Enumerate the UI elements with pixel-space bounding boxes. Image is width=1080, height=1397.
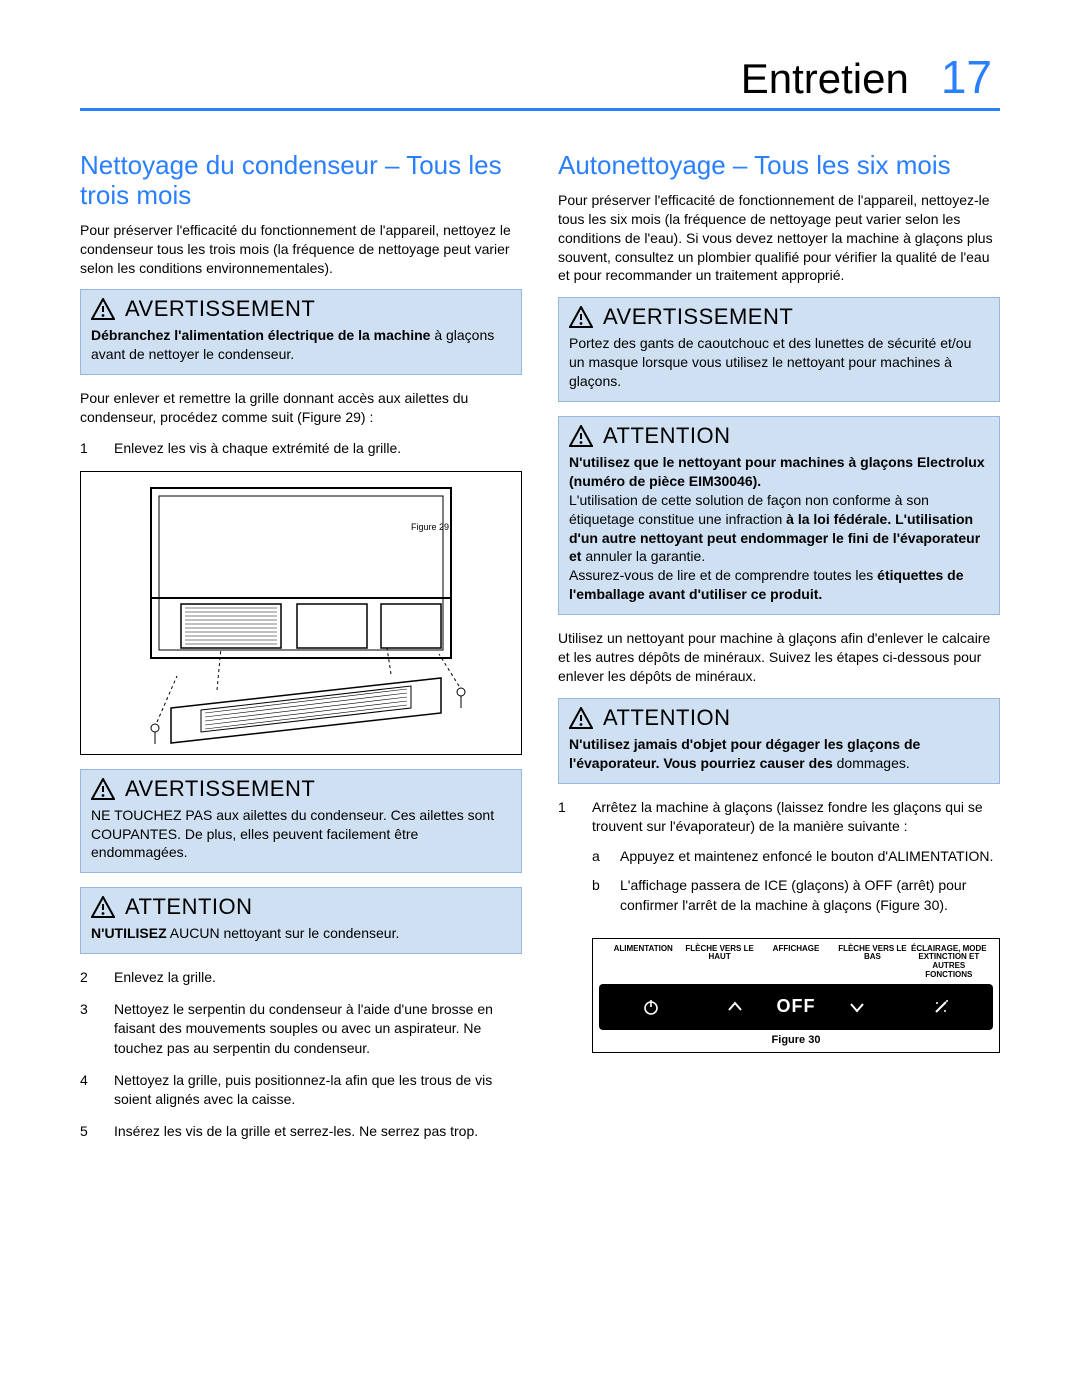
warning-icon xyxy=(569,306,593,328)
figure-29-diagram: Figure 29 xyxy=(111,478,491,748)
figure-29-caption-inline: Figure 29 xyxy=(411,522,449,532)
section-heading-condenser: Nettoyage du condenseur – Tous les trois… xyxy=(80,151,522,211)
right-column: Autonettoyage – Tous les six mois Pour p… xyxy=(558,151,1000,1153)
step-number: 1 xyxy=(558,798,574,926)
step-number: 5 xyxy=(80,1122,96,1142)
warning-icon xyxy=(569,707,593,729)
header-rule xyxy=(80,108,1000,111)
panel-label-row: ALIMENTATION FLÈCHE VERS LE HAUT AFFICHA… xyxy=(599,945,993,980)
panel-label: FLÈCHE VERS LE HAUT xyxy=(681,945,757,980)
control-panel: OFF xyxy=(599,984,993,1030)
warning-box: AVERTISSEMENT NE TOUCHEZ PAS aux ailette… xyxy=(80,769,522,874)
step-number: 2 xyxy=(80,968,96,988)
warning-title: AVERTISSEMENT xyxy=(125,296,315,322)
section-heading-selfclean: Autonettoyage – Tous les six mois xyxy=(558,151,1000,181)
substep-letter: a xyxy=(592,847,606,867)
panel-label: ALIMENTATION xyxy=(605,945,681,980)
warning-box: AVERTISSEMENT Débranchez l'alimentation … xyxy=(80,289,522,375)
figure-30-caption: Figure 30 xyxy=(599,1034,993,1046)
attention-title: ATTENTION xyxy=(603,705,731,731)
wand-icon xyxy=(931,997,951,1017)
display-value: OFF xyxy=(777,996,816,1017)
substep-letter: b xyxy=(592,876,606,915)
substep-text: L'affichage passera de ICE (glaçons) à O… xyxy=(620,876,1000,915)
warning-icon xyxy=(91,298,115,320)
page-header: Entretien 17 xyxy=(80,50,1000,104)
warning-title: AVERTISSEMENT xyxy=(603,304,793,330)
warning-text: Portez des gants de caoutchouc et des lu… xyxy=(559,334,999,401)
warning-title: AVERTISSEMENT xyxy=(125,776,315,802)
substep-text: Appuyez et maintenez enfoncé le bouton d… xyxy=(620,847,993,867)
paragraph: Utilisez un nettoyant pour machine à gla… xyxy=(558,629,1000,686)
attention-title: ATTENTION xyxy=(125,894,253,920)
page-number: 17 xyxy=(933,50,1000,104)
attention-title: ATTENTION xyxy=(603,423,731,449)
step-text: Insérez les vis de la grille et serrez-l… xyxy=(114,1122,522,1142)
step-number: 4 xyxy=(80,1071,96,1110)
warning-icon xyxy=(91,778,115,800)
attention-text: N'utilisez que le nettoyant pour machine… xyxy=(559,453,999,614)
step-list: 1 Enlevez les vis à chaque extrémité de l… xyxy=(80,439,522,459)
attention-box: ATTENTION N'utilisez jamais d'objet pour… xyxy=(558,698,1000,784)
step-text: Enlevez la grille. xyxy=(114,968,522,988)
intro-paragraph: Pour préserver l'efficacité de fonctionn… xyxy=(558,191,1000,285)
panel-label: ÉCLAIRAGE, MODE EXTINCTION ET AUTRES FON… xyxy=(911,945,987,980)
step-list: 1 Arrêtez la machine à glaçons (laissez … xyxy=(558,798,1000,926)
step-text: Nettoyez la grille, puis positionnez-la … xyxy=(114,1071,522,1110)
attention-box: ATTENTION N'utilisez que le nettoyant po… xyxy=(558,416,1000,615)
step-number: 1 xyxy=(80,439,96,459)
step-list: 2 Enlevez la grille. 3 Nettoyez le serpent… xyxy=(80,968,522,1141)
procedure-intro: Pour enlever et remettre la grille donna… xyxy=(80,389,522,427)
warning-icon xyxy=(91,896,115,918)
left-column: Nettoyage du condenseur – Tous les trois… xyxy=(80,151,522,1153)
step-text: Nettoyez le serpentin du condenseur à l'… xyxy=(114,1000,522,1059)
power-icon xyxy=(641,997,661,1017)
panel-label: AFFICHAGE xyxy=(758,945,834,980)
step-text: Enlevez les vis à chaque extrémité de la… xyxy=(114,439,522,459)
chapter-title: Entretien xyxy=(741,55,909,103)
warning-text: NE TOUCHEZ PAS aux ailettes du condenseu… xyxy=(81,806,521,873)
figure-30: ALIMENTATION FLÈCHE VERS LE HAUT AFFICHA… xyxy=(592,938,1000,1053)
warning-box: AVERTISSEMENT Portez des gants de caoutc… xyxy=(558,297,1000,402)
intro-paragraph: Pour préserver l'efficacité du fonctionn… xyxy=(80,221,522,278)
step-text: Arrêtez la machine à glaçons (laissez fo… xyxy=(592,798,1000,926)
attention-box: ATTENTION N'UTILISEZ AUCUN nettoyant sur… xyxy=(80,887,522,954)
substep-list: a Appuyez et maintenez enfoncé le bouton … xyxy=(592,847,1000,916)
panel-label: FLÈCHE VERS LE BAS xyxy=(834,945,910,980)
figure-29: Figure 29 xyxy=(80,471,522,755)
chevron-up-icon xyxy=(725,997,745,1017)
warning-icon xyxy=(569,425,593,447)
attention-text: N'utilisez jamais d'objet pour dégager l… xyxy=(559,735,999,783)
warning-text: Débranchez l'alimentation électrique de … xyxy=(81,326,521,374)
chevron-down-icon xyxy=(847,997,867,1017)
step-number: 3 xyxy=(80,1000,96,1059)
attention-text: N'UTILISEZ AUCUN nettoyant sur le conden… xyxy=(81,924,521,953)
